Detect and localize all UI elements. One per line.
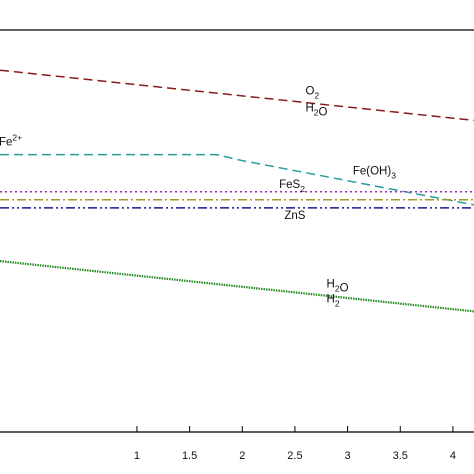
series-lines: [0, 69, 474, 313]
series-line-o2-h2o: [0, 69, 474, 122]
annotation-h2: H2: [327, 293, 340, 308]
annotation-feoh3: Fe(OH)3: [353, 166, 396, 181]
annotation-fes2: FeS2: [279, 179, 305, 194]
x-tick-label-2: 2: [239, 450, 245, 462]
series-line-fe-line: [0, 153, 474, 206]
axes: [0, 29, 474, 433]
x-tick-label-5: 3.5: [393, 450, 408, 462]
x-tick-label-6: 4: [450, 450, 456, 462]
x-ticks: 1 1.5 2 2.5 3 3.5 4: [134, 426, 456, 462]
x-tick-label-3: 2.5: [287, 450, 302, 462]
annotation-fe2: /Fe2+: [0, 133, 22, 149]
x-tick-label-1: 1.5: [182, 450, 197, 462]
annotation-zns: ZnS: [284, 210, 305, 222]
x-tick-label-4: 3: [345, 450, 351, 462]
series-line-h2o-h2: [0, 260, 474, 313]
annotation-h2o-top: H2O: [305, 102, 327, 118]
annotation-h2o-bottom: H2O: [327, 278, 349, 294]
annotation-o2: O2: [305, 85, 319, 100]
x-tick-label-0: 1: [134, 450, 140, 462]
